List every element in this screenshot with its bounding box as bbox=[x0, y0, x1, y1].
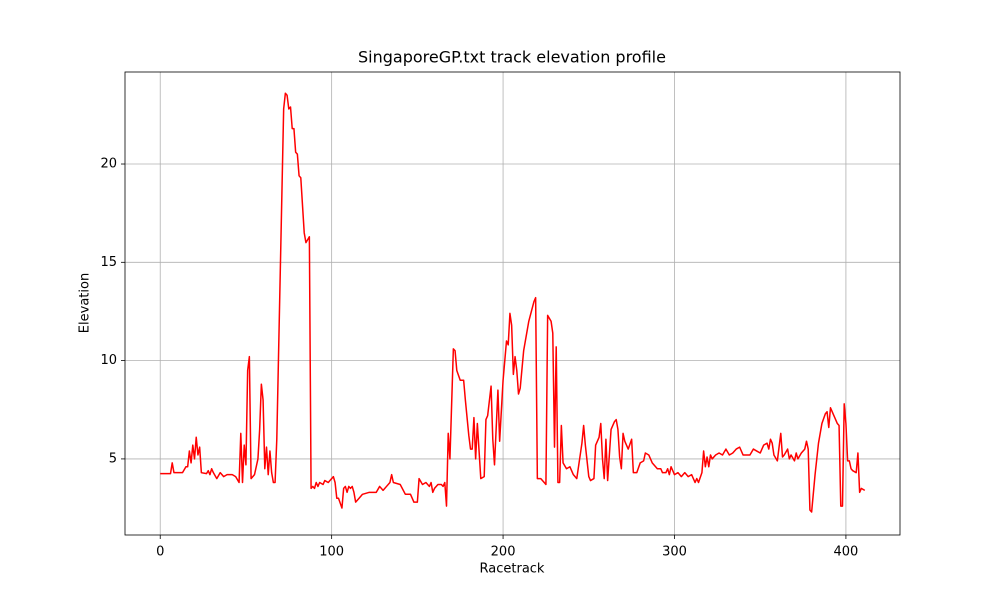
series-line bbox=[160, 92, 866, 513]
x-tick-label: 200 bbox=[491, 545, 516, 560]
y-tick-label: 20 bbox=[100, 157, 117, 172]
x-axis-label: Racetrack bbox=[480, 562, 545, 577]
x-tick-label: 100 bbox=[319, 545, 344, 560]
y-tick-label: 5 bbox=[109, 451, 117, 466]
y-axis-label: Elevation bbox=[78, 273, 93, 333]
x-tick-label: 300 bbox=[662, 545, 687, 560]
chart-title: SingaporeGP.txt track elevation profile bbox=[358, 48, 666, 67]
plot-frame bbox=[124, 71, 901, 536]
x-tick-label: 400 bbox=[834, 545, 859, 560]
x-tick-label: 0 bbox=[156, 545, 164, 560]
y-tick-label: 10 bbox=[100, 353, 117, 368]
y-tick-label: 15 bbox=[100, 255, 117, 270]
